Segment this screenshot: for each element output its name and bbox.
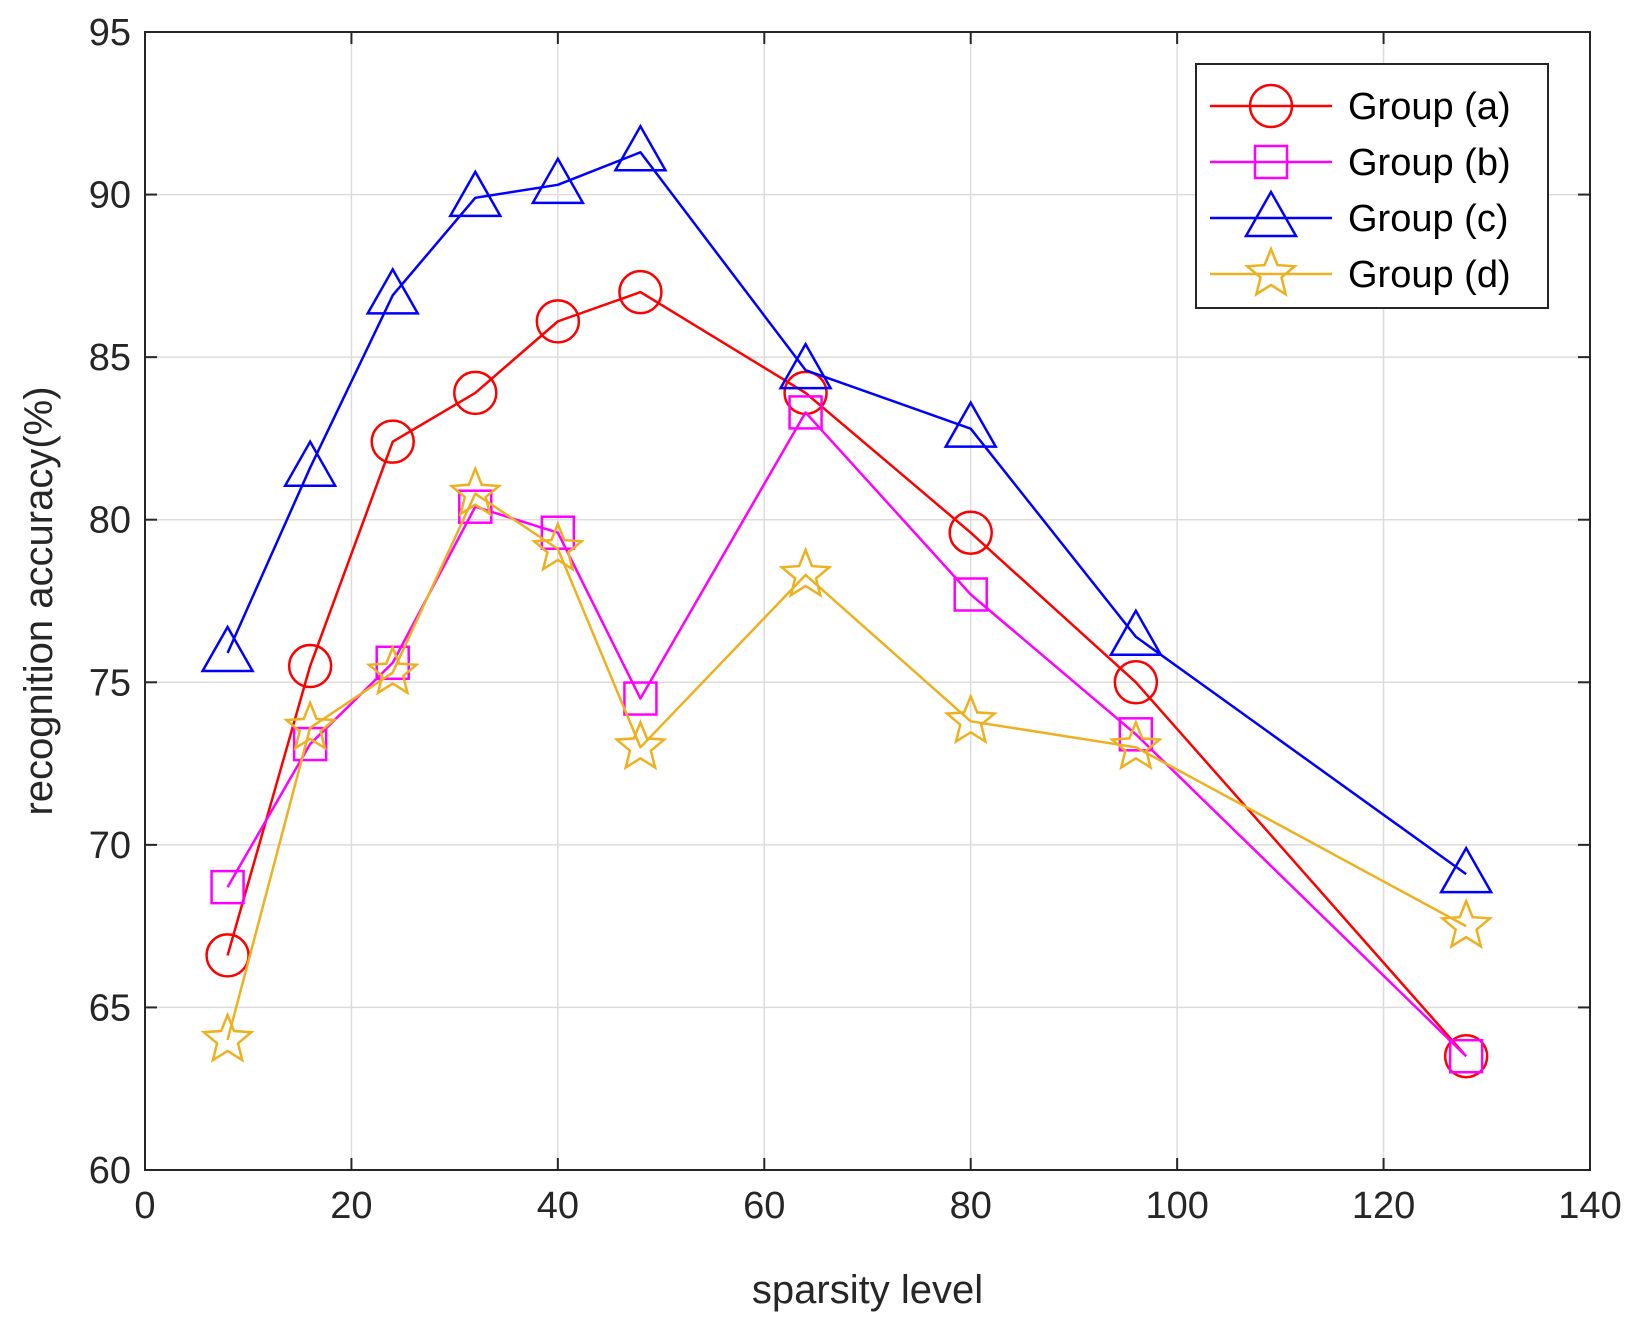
- legend-label: Group (b): [1348, 142, 1511, 184]
- legend-marker-triangle: [1243, 189, 1299, 238]
- y-tick-label: 90: [89, 175, 131, 217]
- series-line: [226, 411, 1468, 1058]
- data-point-star: [365, 644, 420, 696]
- data-point-square: [210, 869, 245, 905]
- x-tick-label: 100: [1145, 1185, 1208, 1227]
- data-point-star: [283, 699, 338, 751]
- legend: Group (a) Group (b) Group (c) Group (d): [1195, 63, 1549, 309]
- legend-marker-star: [1244, 245, 1298, 297]
- legend-label: Group (d): [1348, 254, 1511, 296]
- data-point-triangle: [778, 341, 833, 390]
- data-point-circle: [948, 510, 993, 555]
- data-point-star: [530, 520, 585, 572]
- data-point-star: [943, 692, 998, 745]
- data-point-circle: [370, 419, 415, 464]
- data-point-triangle: [200, 624, 255, 673]
- data-point-square: [1448, 1038, 1484, 1074]
- x-tick-label: 40: [537, 1185, 579, 1227]
- data-point-circle: [287, 643, 333, 689]
- data-point-square: [1118, 717, 1154, 752]
- series-layer: [200, 123, 1494, 1079]
- data-point-triangle: [365, 266, 420, 315]
- data-point-square: [458, 489, 493, 524]
- data-point-triangle: [1108, 608, 1164, 657]
- legend-item: Group (a): [1210, 83, 1511, 129]
- data-point-star: [448, 465, 503, 517]
- y-tick-label: 75: [89, 662, 131, 704]
- data-point-square: [953, 577, 988, 612]
- series-2: [210, 395, 1484, 1074]
- axes: 0 20 40 60 80 100 120 140 60 65 70 75 80 85 90 95: [89, 12, 1622, 1227]
- data-point-square: [623, 681, 658, 716]
- y-axis-title: recognition accuracy(%): [17, 386, 61, 815]
- x-axis-title: sparsity level: [752, 1268, 983, 1312]
- legend-label: Group (a): [1348, 86, 1511, 128]
- legend-label: Group (c): [1348, 198, 1508, 240]
- y-tick-label: 65: [89, 987, 131, 1029]
- data-point-circle: [1113, 660, 1159, 705]
- plot-frame: [144, 31, 1591, 1171]
- x-tick-label: 140: [1558, 1185, 1621, 1227]
- data-point-triangle: [448, 169, 503, 218]
- series-3: [200, 123, 1494, 894]
- data-point-star: [613, 718, 668, 771]
- data-point-star: [778, 546, 833, 598]
- series-1: [205, 269, 1489, 1079]
- x-tick-label: 0: [134, 1185, 155, 1227]
- data-point-circle: [1443, 1033, 1489, 1079]
- y-tick-label: 80: [89, 500, 131, 542]
- data-point-star: [1439, 897, 1494, 950]
- series-line: [226, 492, 1467, 1041]
- data-point-star: [200, 1011, 255, 1063]
- data-point-circle: [535, 299, 581, 344]
- legend-box: [1195, 63, 1549, 309]
- data-point-square: [788, 395, 823, 430]
- data-point-circle: [618, 269, 663, 315]
- y-tick-label: 85: [89, 337, 131, 379]
- x-tick-label: 120: [1352, 1185, 1415, 1227]
- data-point-circle: [453, 370, 498, 416]
- data-point-star: [1108, 718, 1163, 771]
- series-4: [200, 465, 1494, 1063]
- data-point-triangle: [613, 123, 668, 172]
- data-point-circle: [205, 933, 250, 978]
- legend-item: Group (c): [1210, 189, 1508, 240]
- x-tick-label: 20: [330, 1185, 372, 1227]
- data-point-triangle: [282, 439, 338, 487]
- legend-marker-circle: [1248, 83, 1294, 129]
- y-tick-label: 70: [89, 825, 131, 867]
- data-point-triangle: [530, 156, 586, 205]
- x-tick-label: 80: [950, 1185, 992, 1227]
- grid: [145, 32, 1590, 1170]
- y-tick-label: 60: [89, 1150, 131, 1192]
- data-point-triangle: [1438, 845, 1494, 894]
- legend-marker-square: [1253, 144, 1289, 180]
- data-point-triangle: [943, 400, 998, 448]
- x-tick-label: 60: [743, 1185, 785, 1227]
- y-tick-label: 95: [89, 12, 131, 54]
- series-line: [226, 151, 1467, 876]
- series-line: [226, 290, 1468, 1058]
- legend-item: Group (b): [1210, 142, 1511, 184]
- legend-item: Group (d): [1210, 245, 1511, 297]
